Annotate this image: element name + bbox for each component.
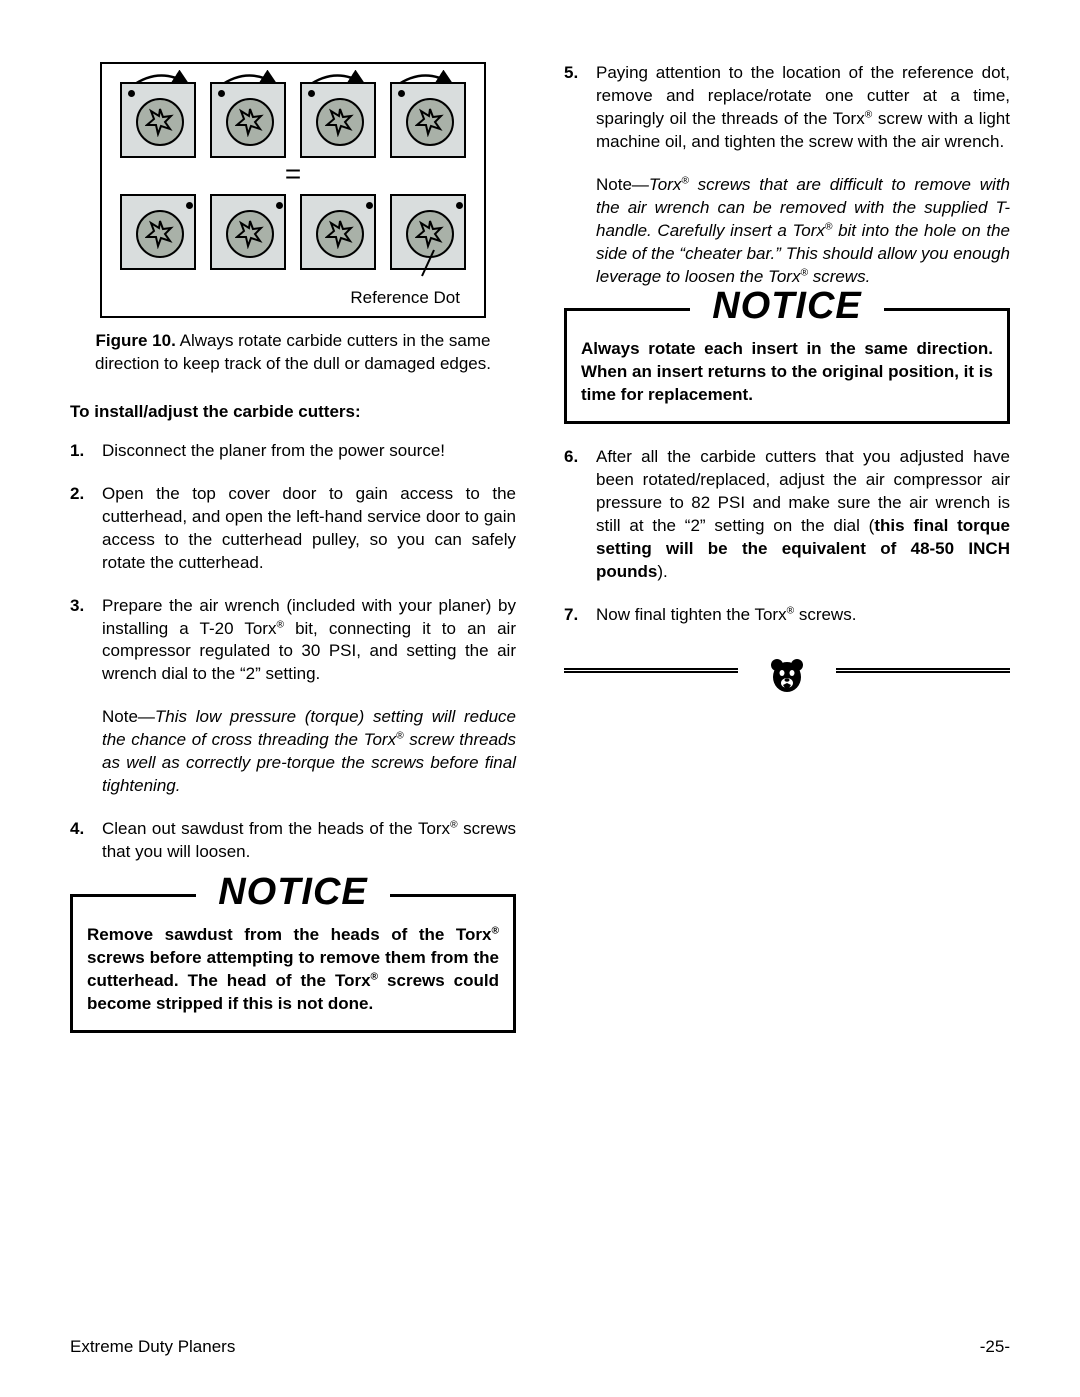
right-column: Paying attention to the location of the …	[564, 62, 1010, 1033]
note-body: This low pressure (torque) setting will …	[102, 707, 516, 795]
reference-dot-icon	[128, 90, 135, 97]
procedure-heading: To install/adjust the carbide cutters:	[70, 402, 516, 422]
insert-row-top	[120, 82, 466, 158]
step-2-text: Open the top cover door to gain access t…	[102, 484, 516, 572]
reference-dot-pointer	[416, 248, 438, 278]
page: = Reference Dot Figure 10. Always rotate…	[0, 0, 1080, 1397]
notice-body: Always rotate each insert in the same di…	[581, 338, 993, 407]
steps-1-4: Disconnect the planer from the power sou…	[70, 440, 516, 864]
step-5: Paying attention to the location of the …	[564, 62, 1010, 288]
reference-dot-icon	[308, 90, 315, 97]
step-6-text-c: ).	[657, 562, 667, 581]
equals-symbol: =	[120, 164, 466, 184]
footer-left: Extreme Duty Planers	[70, 1337, 235, 1357]
notice-box-right: NOTICE Always rotate each insert in the …	[564, 308, 1010, 424]
step-6: After all the carbide cutters that you a…	[564, 446, 1010, 584]
note-lead: Note—	[596, 175, 649, 194]
torx-screw-icon	[226, 210, 274, 258]
torx-screw-icon	[316, 98, 364, 146]
notice-title: NOTICE	[196, 871, 390, 914]
step-7-text: Now final tighten the Torx® screws.	[596, 605, 856, 624]
figure-10-box: = Reference Dot	[100, 62, 486, 318]
carbide-insert	[120, 194, 196, 270]
torx-screw-icon	[406, 98, 454, 146]
reference-dot-icon	[366, 202, 373, 209]
two-column-layout: = Reference Dot Figure 10. Always rotate…	[70, 62, 1010, 1033]
carbide-insert	[300, 82, 376, 158]
step-5-note: Note—Torx® screws that are difficult to …	[596, 174, 1010, 289]
torx-screw-icon	[316, 210, 364, 258]
carbide-insert	[300, 194, 376, 270]
reference-dot-icon	[398, 90, 405, 97]
reference-dot-label: Reference Dot	[120, 278, 466, 308]
step-3-text: Prepare the air wrench (included with yo…	[102, 596, 516, 684]
figure-number: Figure 10.	[96, 331, 176, 350]
step-4-text: Clean out sawdust from the heads of the …	[102, 819, 516, 861]
carbide-insert	[390, 82, 466, 158]
torx-screw-icon	[136, 210, 184, 258]
step-7: Now final tighten the Torx® screws.	[564, 604, 1010, 627]
insert-row-bottom	[120, 194, 466, 270]
notice-box-left: NOTICE Remove sawdust from the heads of …	[70, 894, 516, 1033]
bear-logo-icon	[767, 655, 807, 695]
reference-dot-icon	[276, 202, 283, 209]
left-column: = Reference Dot Figure 10. Always rotate…	[70, 62, 516, 1033]
reference-dot-icon	[218, 90, 225, 97]
note-body: Torx® screws that are difficult to remov…	[596, 175, 1010, 286]
step-5-text: Paying attention to the location of the …	[596, 63, 1010, 151]
step-2: Open the top cover door to gain access t…	[70, 483, 516, 575]
step-1-text: Disconnect the planer from the power sou…	[102, 441, 445, 460]
notice-title-wrap: NOTICE	[87, 891, 499, 934]
carbide-insert	[120, 82, 196, 158]
footer-right: -25-	[980, 1337, 1010, 1357]
divider-line-right	[836, 668, 1010, 673]
notice-title-wrap: NOTICE	[581, 305, 993, 348]
carbide-insert	[210, 194, 286, 270]
step-3-note: Note—This low pressure (torque) setting …	[102, 706, 516, 798]
reference-dot-icon	[456, 202, 463, 209]
torx-screw-icon	[226, 98, 274, 146]
step-1: Disconnect the planer from the power sou…	[70, 440, 516, 463]
notice-body: Remove sawdust from the heads of the Tor…	[87, 924, 499, 1016]
divider-line-left	[564, 668, 738, 673]
step-4: Clean out sawdust from the heads of the …	[70, 818, 516, 864]
figure-caption: Figure 10. Always rotate carbide cutters…	[88, 330, 498, 376]
carbide-insert	[210, 82, 286, 158]
step-3: Prepare the air wrench (included with yo…	[70, 595, 516, 799]
note-lead: Note—	[102, 707, 155, 726]
steps-6-7: After all the carbide cutters that you a…	[564, 446, 1010, 627]
notice-title: NOTICE	[690, 285, 884, 328]
page-footer: Extreme Duty Planers -25-	[70, 1337, 1010, 1357]
section-divider	[564, 655, 1010, 695]
step-5-list: Paying attention to the location of the …	[564, 62, 1010, 288]
torx-screw-icon	[136, 98, 184, 146]
reference-dot-icon	[186, 202, 193, 209]
